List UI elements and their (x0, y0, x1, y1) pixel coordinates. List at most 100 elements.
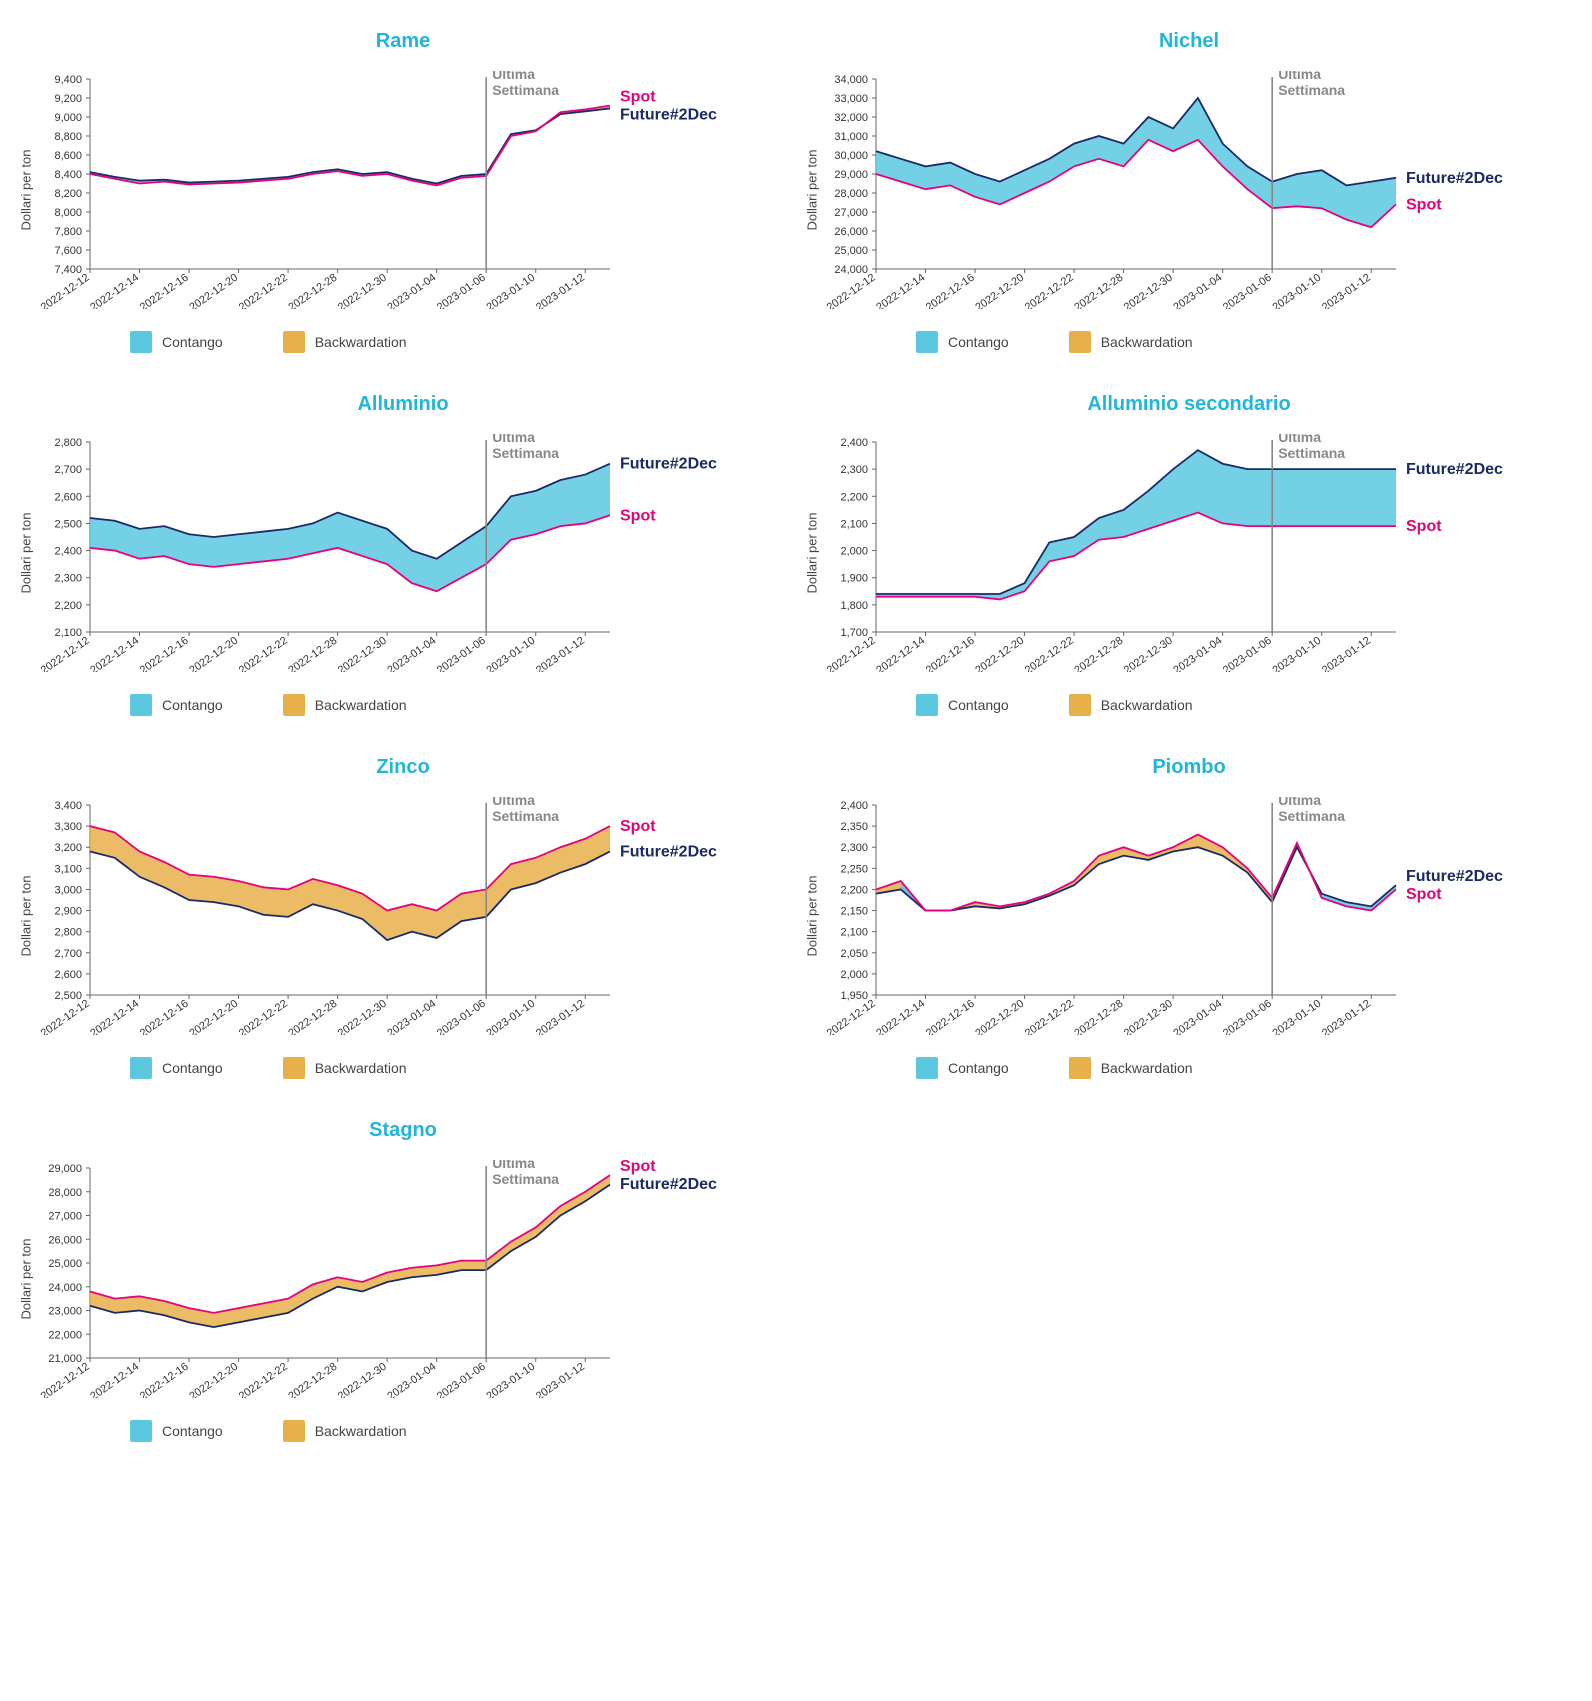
x-tick-label: 2023-01-10 (1270, 635, 1323, 672)
x-tick-label: 2023-01-12 (534, 635, 587, 672)
x-tick-label: 2022-12-30 (336, 272, 389, 309)
legend-label: Contango (162, 1060, 223, 1076)
legend-item-backwardation: Backwardation (1069, 694, 1193, 716)
x-tick-label: 2022-12-14 (88, 272, 141, 309)
x-tick-label: 2023-01-04 (385, 635, 438, 672)
y-axis-label: Dollari per ton (19, 876, 34, 957)
y-tick-label: 3,100 (54, 863, 82, 875)
x-tick-label: 2023-01-04 (385, 272, 438, 309)
x-tick-label: 2022-12-22 (1023, 272, 1076, 309)
y-tick-label: 27,000 (48, 1211, 82, 1223)
y-tick-label: 31,000 (834, 131, 868, 143)
x-tick-label: 2022-12-14 (88, 998, 141, 1035)
y-tick-label: 2,350 (840, 821, 868, 833)
legend-item-contango: Contango (130, 694, 223, 716)
legend-label: Backwardation (315, 1423, 407, 1439)
x-tick-label: 2023-01-06 (1221, 272, 1274, 309)
future-series-label: Future#2Dec (620, 843, 717, 860)
spot-series-label: Spot (620, 1160, 656, 1175)
y-axis-label: Dollari per ton (805, 513, 820, 594)
y-axis-label: Dollari per ton (19, 1239, 34, 1320)
y-tick-label: 7,800 (54, 226, 82, 238)
backwardation-swatch (283, 1420, 305, 1442)
legend: Contango Backwardation (30, 694, 776, 716)
y-tick-label: 24,000 (48, 1282, 82, 1294)
y-tick-label: 33,000 (834, 93, 868, 105)
legend-item-backwardation: Backwardation (283, 694, 407, 716)
x-tick-label: 2023-01-04 (385, 998, 438, 1035)
spot-line (90, 1175, 610, 1313)
y-tick-label: 2,600 (54, 969, 82, 981)
x-tick-label: 2022-12-28 (286, 998, 339, 1035)
x-tick-label: 2023-01-10 (1270, 998, 1323, 1035)
spot-series-label: Spot (1406, 196, 1442, 213)
y-tick-label: 2,400 (54, 546, 82, 558)
y-tick-label: 2,050 (840, 948, 868, 960)
y-tick-label: 8,200 (54, 188, 82, 200)
x-tick-label: 2023-01-10 (484, 998, 537, 1035)
legend-label: Contango (162, 1423, 223, 1439)
x-tick-label: 2022-12-12 (39, 635, 92, 672)
y-tick-label: 2,800 (54, 927, 82, 939)
y-tick-label: 7,600 (54, 245, 82, 257)
spot-series-label: Spot (620, 89, 656, 106)
chart-title: Piombo (816, 756, 1562, 779)
legend-label: Backwardation (315, 697, 407, 713)
y-tick-label: 21,000 (48, 1353, 82, 1365)
legend-item-contango: Contango (130, 1057, 223, 1079)
x-tick-label: 2022-12-12 (39, 1361, 92, 1398)
chart-svg: 2,1002,2002,3002,4002,5002,6002,7002,800… (30, 434, 760, 672)
chart-panel-stagno: StagnoDollari per ton21,00022,00023,0002… (30, 1119, 776, 1442)
chart-svg: 1,9502,0002,0502,1002,1502,2002,2502,300… (816, 797, 1546, 1035)
y-tick-label: 24,000 (834, 264, 868, 276)
legend-label: Contango (162, 697, 223, 713)
legend-item-backwardation: Backwardation (1069, 1057, 1193, 1079)
chart-title: Zinco (30, 756, 776, 779)
y-tick-label: 1,800 (840, 600, 868, 612)
chart-wrap: Dollari per ton21,00022,00023,00024,0002… (30, 1160, 776, 1398)
x-tick-label: 2022-12-20 (973, 998, 1026, 1035)
chart-panel-piombo: PiomboDollari per ton1,9502,0002,0502,10… (816, 756, 1562, 1079)
y-tick-label: 2,900 (54, 906, 82, 918)
y-tick-label: 9,200 (54, 93, 82, 105)
y-tick-label: 3,000 (54, 884, 82, 896)
chart-svg: 7,4007,6007,8008,0008,2008,4008,6008,800… (30, 71, 760, 309)
ultima-settimana-label: Settimana (1278, 808, 1345, 824)
legend-item-contango: Contango (130, 1420, 223, 1442)
future-series-label: Future#2Dec (620, 456, 717, 473)
x-tick-label: 2022-12-14 (88, 635, 141, 672)
y-tick-label: 9,000 (54, 112, 82, 124)
backwardation-swatch (283, 1057, 305, 1079)
x-tick-label: 2023-01-04 (1171, 635, 1224, 672)
chart-svg: 24,00025,00026,00027,00028,00029,00030,0… (816, 71, 1546, 309)
x-tick-label: 2022-12-16 (924, 998, 977, 1035)
y-tick-label: 8,000 (54, 207, 82, 219)
contango-fill (90, 112, 560, 185)
y-tick-label: 2,700 (54, 464, 82, 476)
legend-label: Backwardation (1101, 334, 1193, 350)
y-tick-label: 2,500 (54, 990, 82, 1002)
contango-swatch (130, 331, 152, 353)
x-tick-label: 2022-12-14 (874, 635, 927, 672)
legend: ContangoBackwardation (30, 1057, 776, 1079)
x-tick-label: 2022-12-28 (286, 272, 339, 309)
x-tick-label: 2022-12-30 (1122, 635, 1175, 672)
x-tick-label: 2022-12-30 (1122, 272, 1175, 309)
ultima-settimana-label: Settimana (492, 808, 559, 824)
legend-label: Contango (948, 697, 1009, 713)
x-tick-label: 2022-12-28 (1072, 635, 1125, 672)
x-tick-label: 2022-12-16 (924, 272, 977, 309)
backwardation-fill (950, 835, 1321, 911)
x-tick-label: 2022-12-28 (286, 635, 339, 672)
legend-label: Contango (162, 334, 223, 350)
legend-label: Contango (948, 334, 1009, 350)
y-tick-label: 2,200 (54, 600, 82, 612)
y-tick-label: 26,000 (48, 1234, 82, 1246)
y-tick-label: 2,100 (54, 627, 82, 639)
x-tick-label: 2022-12-12 (39, 272, 92, 309)
contango-swatch (130, 1057, 152, 1079)
chart-title: Nichel (816, 30, 1562, 53)
future-series-label: Future#2Dec (620, 1176, 717, 1193)
x-tick-label: 2023-01-06 (1221, 998, 1274, 1035)
x-tick-label: 2023-01-06 (1221, 635, 1274, 672)
